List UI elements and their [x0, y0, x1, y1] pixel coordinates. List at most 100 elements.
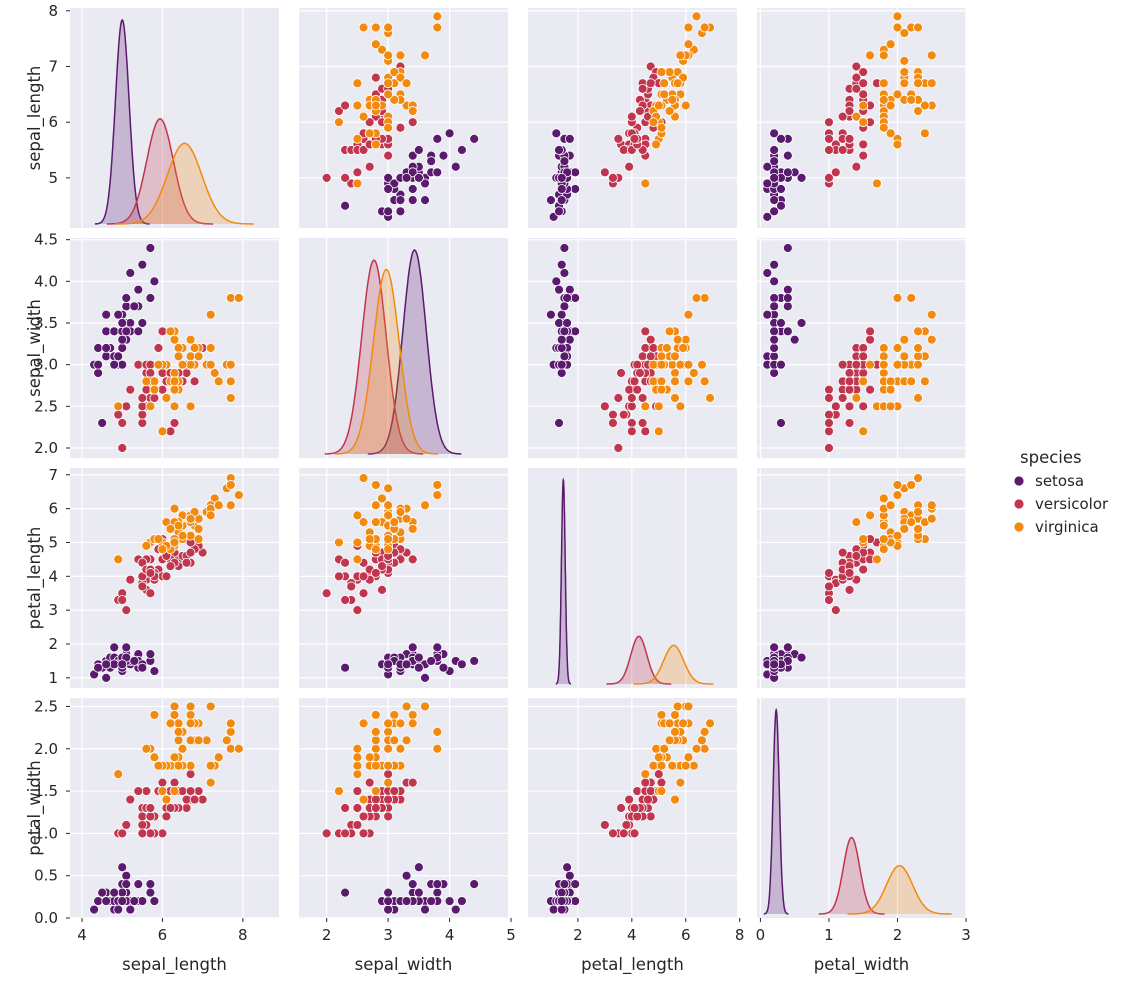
point-virginica: [153, 359, 164, 370]
point-setosa: [407, 195, 418, 206]
point-setosa: [109, 887, 120, 898]
point-virginica: [691, 743, 702, 754]
point-virginica: [358, 517, 369, 528]
point-setosa: [133, 326, 144, 337]
point-virginica: [892, 343, 903, 353]
point-setosa: [407, 167, 418, 178]
point-virginica: [678, 343, 688, 353]
point-setosa: [559, 243, 570, 253]
point-setosa: [554, 418, 564, 428]
point-virginica: [389, 735, 400, 746]
point-virginica: [906, 293, 917, 303]
point-versicolor: [624, 794, 635, 805]
point-setosa: [432, 642, 443, 653]
point-virginica: [370, 39, 381, 50]
point-versicolor: [640, 777, 651, 788]
point-virginica: [683, 39, 694, 50]
point-virginica: [169, 710, 180, 720]
kde-fill-versicolor: [606, 636, 672, 684]
x-axis-label-sepal_length: sepal_length: [122, 955, 227, 975]
point-versicolor: [851, 61, 862, 72]
point-setosa: [407, 184, 418, 194]
point-versicolor: [824, 172, 834, 183]
point-virginica: [892, 480, 903, 490]
point-virginica: [659, 743, 670, 754]
point-versicolor: [185, 547, 196, 558]
point-virginica: [688, 368, 699, 378]
point-virginica: [141, 743, 152, 754]
point-virginica: [648, 376, 659, 387]
point-virginica: [659, 78, 670, 89]
point-setosa: [782, 284, 793, 295]
point-virginica: [878, 343, 889, 353]
point-virginica: [141, 376, 152, 387]
point-virginica: [383, 50, 394, 61]
point-virginica: [169, 752, 180, 763]
point-virginica: [648, 359, 659, 370]
point-setosa: [450, 161, 461, 172]
point-virginica: [177, 359, 188, 370]
point-setosa: [559, 156, 570, 167]
point-setosa: [420, 195, 430, 206]
point-setosa: [769, 301, 780, 312]
point-virginica: [878, 78, 889, 89]
point-virginica: [680, 100, 691, 111]
point-setosa: [413, 887, 424, 898]
point-virginica: [221, 735, 232, 746]
point-setosa: [559, 351, 570, 362]
point-versicolor: [844, 106, 855, 116]
point-setosa: [782, 293, 793, 303]
point-virginica: [913, 351, 923, 362]
point-virginica: [656, 67, 667, 77]
point-setosa: [101, 659, 112, 670]
point-virginica: [878, 50, 889, 61]
point-virginica: [157, 426, 168, 437]
point-virginica: [899, 28, 910, 38]
point-versicolor: [613, 393, 624, 403]
y-tick-label: 8: [48, 2, 58, 20]
point-versicolor: [613, 133, 624, 144]
point-setosa: [546, 195, 556, 206]
point-setosa: [117, 334, 128, 345]
point-setosa: [401, 870, 412, 881]
point-setosa: [413, 652, 424, 663]
point-setosa: [383, 172, 394, 183]
point-setosa: [395, 195, 406, 206]
point-virginica: [892, 22, 903, 33]
point-setosa: [426, 156, 437, 167]
point-setosa: [564, 334, 575, 345]
point-versicolor: [851, 72, 862, 83]
point-versicolor: [117, 418, 128, 428]
point-virginica: [699, 726, 710, 737]
point-setosa: [769, 659, 780, 670]
point-versicolor: [395, 122, 406, 133]
legend-label-setosa: setosa: [1035, 472, 1084, 490]
point-versicolor: [645, 351, 656, 362]
point-setosa: [776, 184, 786, 194]
point-versicolor: [844, 584, 855, 595]
point-versicolor: [858, 343, 869, 353]
point-virginica: [165, 718, 176, 729]
point-versicolor: [599, 820, 610, 830]
point-virginica: [193, 524, 204, 534]
point-versicolor: [145, 803, 156, 813]
kde-fill-virginica: [633, 645, 714, 684]
point-versicolor: [824, 393, 834, 403]
point-versicolor: [830, 605, 841, 616]
point-virginica: [653, 426, 664, 437]
point-versicolor: [824, 133, 834, 144]
point-virginica: [177, 743, 188, 754]
point-virginica: [193, 351, 204, 362]
point-virginica: [185, 718, 196, 729]
point-virginica: [352, 100, 363, 111]
legend-label-virginica: virginica: [1035, 518, 1099, 536]
point-setosa: [769, 195, 780, 206]
point-virginica: [691, 11, 702, 22]
kde-fill-versicolor: [107, 118, 214, 224]
point-virginica: [851, 111, 862, 122]
point-virginica: [383, 78, 394, 89]
point-virginica: [899, 78, 910, 89]
point-setosa: [407, 642, 418, 653]
point-setosa: [117, 659, 128, 670]
